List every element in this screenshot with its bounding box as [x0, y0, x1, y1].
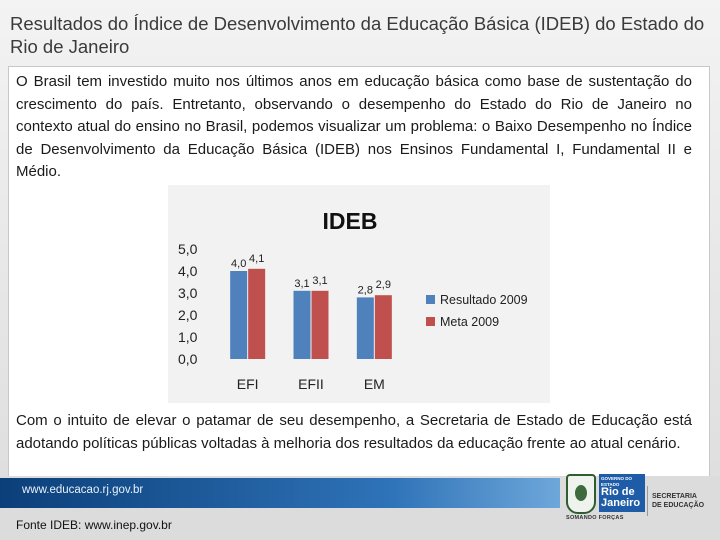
bar-meta-2009 — [248, 268, 266, 359]
logo-slogan: SOMANDO FORÇAS — [566, 515, 624, 521]
page-title: Resultados do Índice de Desenvolvimento … — [10, 13, 705, 57]
closing-paragraph: Com o intuito de elevar o patamar de seu… — [16, 412, 692, 452]
legend-swatch — [426, 295, 435, 304]
logo-blue-block — [599, 474, 645, 512]
intro-paragraph: O Brasil tem investido muito nos últimos… — [16, 73, 692, 180]
government-logo: GOVERNO DO ESTADO Rio de Janeiro SOMANDO F… — [566, 474, 645, 524]
data-label: 3,1 — [294, 278, 309, 290]
bar-meta-2009 — [374, 295, 392, 359]
bar-meta-2009 — [311, 290, 329, 359]
footer-url-link[interactable]: www.educacao.rj.gov.br — [22, 484, 144, 496]
y-tick-label: 0,0 — [178, 351, 198, 367]
bar-resultado-2009 — [230, 271, 248, 359]
coat-of-arms-icon — [566, 474, 596, 514]
x-category-label: EM — [364, 376, 385, 392]
y-tick-label: 1,0 — [178, 329, 198, 345]
ideb-chart: IDEB 0,0 1,0 2,0 3,0 4,0 5,0 4,0 4,1 EFI 3,1 3,1 EFI… — [168, 185, 550, 403]
footer-stripe — [0, 478, 560, 508]
legend-entry: Meta 2009 — [440, 315, 499, 329]
y-tick-label: 4,0 — [178, 263, 198, 279]
data-label: 2,8 — [358, 284, 373, 296]
bar-resultado-2009 — [356, 297, 374, 359]
y-tick-label: 3,0 — [178, 285, 198, 301]
secretaria-label: SECRETARIA DE EDUCAÇÃO — [652, 493, 705, 509]
logo-state-name: Rio de Janeiro — [601, 486, 641, 509]
logo-subtitle: GOVERNO DO ESTADO — [601, 476, 633, 487]
y-tick-label: 2,0 — [178, 307, 198, 323]
legend-entry: Resultado 2009 — [440, 293, 528, 307]
source-citation: Fonte IDEB: www.inep.gov.br — [16, 518, 172, 532]
x-category-label: EFII — [298, 376, 324, 392]
x-category-label: EFI — [237, 376, 259, 392]
y-tick-label: 5,0 — [178, 241, 198, 257]
data-label: 3,1 — [312, 275, 327, 287]
data-label: 2,9 — [376, 279, 391, 291]
data-label: 4,0 — [231, 258, 246, 270]
legend-swatch — [426, 317, 435, 326]
chart-title: IDEB — [323, 208, 378, 234]
bar-resultado-2009 — [293, 290, 311, 359]
data-label: 4,1 — [249, 253, 264, 265]
logo-divider — [647, 486, 648, 516]
